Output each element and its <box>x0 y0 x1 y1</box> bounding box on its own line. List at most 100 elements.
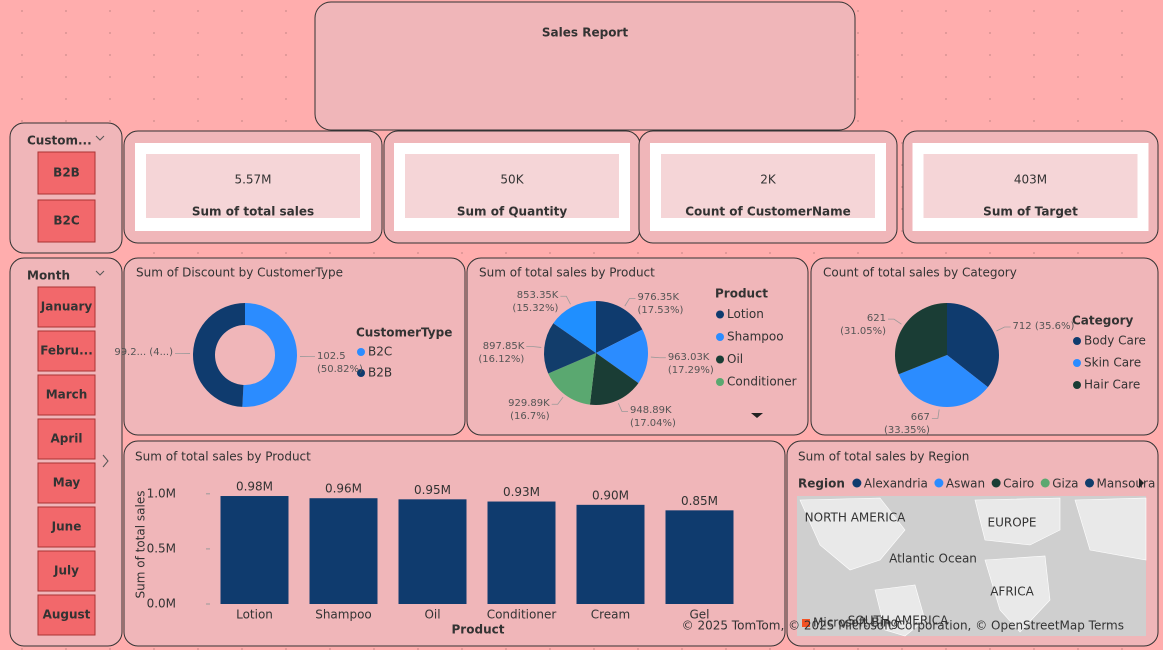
chevron <box>95 135 105 141</box>
land <box>974 497 1061 546</box>
chart-title: Sum of total sales by Region <box>798 450 969 464</box>
pie-slice <box>596 301 643 353</box>
data-label: 621 (31.05%) <box>840 313 886 338</box>
legend-title: CustomerType <box>356 326 452 340</box>
scroll-arrow <box>1139 478 1144 488</box>
map-label: AFRICA <box>990 585 1034 599</box>
scroll-chevron <box>102 454 109 468</box>
data-label: 963.03K (17.29%) <box>667 351 714 376</box>
x-tick-label: Cream <box>591 608 630 622</box>
kpi-label: Count of CustomerName <box>685 205 851 219</box>
kpi-inner <box>923 154 1138 218</box>
slicer-button[interactable] <box>37 286 96 328</box>
x-tick-label: Oil <box>424 608 440 622</box>
map-label: Atlantic Ocean <box>889 552 977 566</box>
x-tick-label: Shampoo <box>315 608 372 622</box>
slicer-button[interactable] <box>37 550 96 592</box>
kpi-value: 5.57M <box>234 173 271 187</box>
title-box <box>314 1 856 131</box>
legend-marker <box>357 369 365 377</box>
slicer-item: B2C <box>53 214 79 228</box>
land <box>1074 497 1147 561</box>
slicer-title: Month <box>27 269 70 283</box>
legend-marker <box>716 378 724 386</box>
pie-slice <box>544 323 596 374</box>
slicer-button[interactable] <box>37 462 96 504</box>
x-tick-label: Gel <box>689 608 709 622</box>
kpi-inner <box>146 154 360 218</box>
legend-item: Body Care <box>1084 334 1146 348</box>
data-label: 929.89K (16.7%) <box>508 398 550 423</box>
slicer-item: July <box>53 564 79 578</box>
x-axis-label: Product <box>452 623 505 637</box>
slicer-item: March <box>46 388 88 402</box>
pie-slice <box>894 303 947 375</box>
data-label: 102.5 (50.82%) <box>316 350 363 375</box>
scroll-arrow <box>751 413 763 418</box>
pie-slice <box>947 303 999 388</box>
kpi-value: 403M <box>1014 173 1047 187</box>
land <box>799 497 906 571</box>
bar[interactable] <box>398 499 467 604</box>
legend-marker <box>716 355 724 364</box>
bar[interactable] <box>576 504 645 604</box>
leader-line <box>888 318 902 325</box>
bar[interactable] <box>309 498 378 604</box>
data-label: 99.2... (4...) <box>114 347 174 359</box>
legend-marker <box>716 333 724 341</box>
y-tick-label: 1.0M <box>147 486 176 500</box>
slicer-item: August <box>43 608 91 622</box>
x-tick-label: Lotion <box>236 608 273 622</box>
leader-line <box>560 295 571 305</box>
legend-marker <box>357 348 365 356</box>
chart-title: Count of total sales by Category <box>823 266 1017 280</box>
chevron <box>95 270 105 276</box>
slicer-button[interactable] <box>37 330 96 372</box>
legend-item: Shampoo <box>727 330 784 344</box>
chart-title: Sum of total sales by Product <box>479 266 655 280</box>
leader-line <box>650 356 666 359</box>
legend-marker <box>716 310 724 319</box>
pie-slice <box>553 301 596 353</box>
data-label: 897.85K (16.12%) <box>478 340 525 365</box>
data-label: 853.35K (15.32%) <box>512 290 559 315</box>
pie-slice <box>596 329 649 384</box>
slicer-button[interactable] <box>37 374 96 416</box>
slicer-button[interactable] <box>37 506 96 548</box>
bar[interactable] <box>220 496 289 604</box>
donut-slice <box>192 303 245 407</box>
data-label: 712 (35.6%) <box>1012 321 1075 333</box>
data-label: 0.93M <box>503 485 540 499</box>
legend-item: Aswan <box>946 477 985 491</box>
slicer-button[interactable] <box>37 418 96 460</box>
legend-title: Region <box>798 477 845 491</box>
x-tick-label: Conditioner <box>487 608 557 622</box>
slicer-item: April <box>50 432 82 446</box>
slicer-button[interactable] <box>37 594 96 636</box>
legend-item: Conditioner <box>727 375 797 389</box>
kpi-label: Sum of Target <box>983 205 1078 219</box>
y-tick-label: 0.5M <box>147 541 176 555</box>
legend-item: B2B <box>368 366 392 380</box>
slicer-button[interactable] <box>37 151 96 195</box>
slicer-title: Custom... <box>27 134 92 148</box>
slicer-button[interactable] <box>37 199 96 243</box>
kpi-inner <box>405 154 619 218</box>
y-tick-label: 0.0M <box>147 597 176 611</box>
data-label: 0.85M <box>681 494 718 508</box>
report-title: Sales Report <box>542 26 628 40</box>
kpi-value: 50K <box>500 173 524 187</box>
legend-item: Alexandria <box>864 477 928 491</box>
legend-marker <box>852 478 862 488</box>
data-label: 0.96M <box>325 482 362 496</box>
bar[interactable] <box>665 510 734 604</box>
data-label: 0.90M <box>592 488 629 502</box>
bar[interactable] <box>487 501 556 604</box>
data-label: 667 (33.35%) <box>883 412 930 437</box>
legend-item: B2C <box>368 345 392 359</box>
data-label: 0.98M <box>236 480 273 494</box>
slicer-item: Febru... <box>40 344 93 358</box>
legend-item: Lotion <box>727 307 764 321</box>
map-attribution: © 2025 TomTom, © 2025 Microsoft Corporat… <box>682 619 1124 633</box>
pie-slice <box>589 353 639 406</box>
